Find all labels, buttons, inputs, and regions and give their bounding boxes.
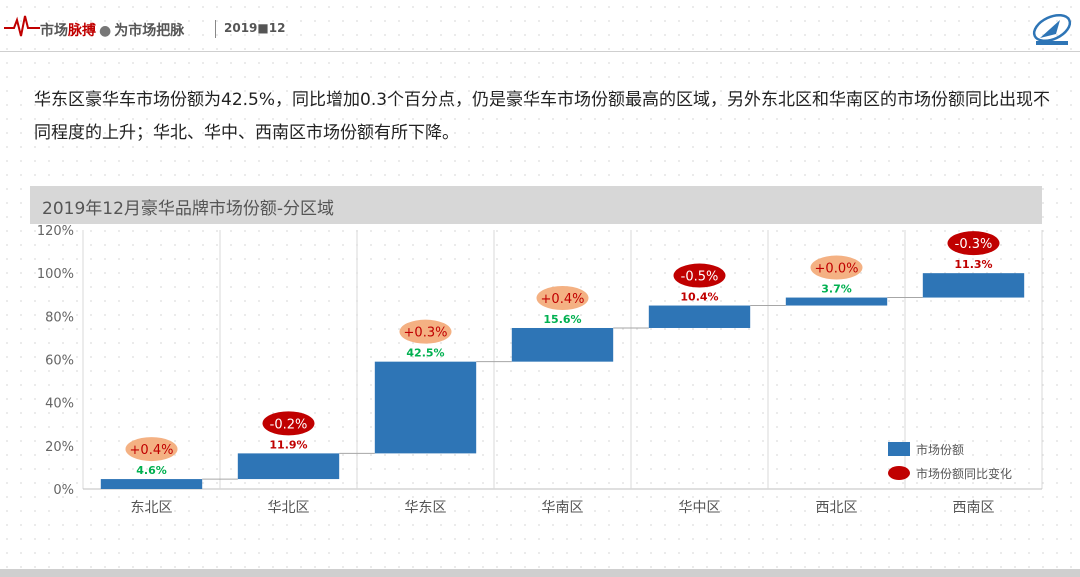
change-label: +0.0% [815, 262, 859, 277]
change-label: -0.2% [270, 417, 308, 432]
change-label: +0.4% [541, 292, 585, 307]
bar-5 [648, 305, 751, 328]
bar-3 [374, 361, 477, 454]
x-tick-label: 东北区 [131, 500, 173, 516]
change-label: +0.4% [130, 443, 174, 458]
change-label: -0.5% [681, 270, 719, 285]
value-label: 4.6% [136, 464, 167, 477]
legend-swatch-change [888, 466, 910, 480]
x-tick-label: 西北区 [816, 500, 858, 516]
pulse-icon [4, 15, 40, 37]
change-bubble [262, 411, 315, 436]
brand-right: 为市场把脉 [114, 23, 185, 39]
x-tick-label: 华北区 [268, 500, 310, 516]
y-tick-label: 60% [45, 354, 74, 369]
company-logo-icon [1032, 13, 1072, 45]
bar-1 [100, 479, 203, 489]
change-bubble [673, 263, 726, 288]
header-separator [215, 20, 216, 38]
bar-2 [237, 453, 340, 480]
chart-title-bar: 2019年12月豪华品牌市场份额-分区域 [30, 186, 1042, 224]
change-bubble [810, 255, 863, 280]
change-bubble [399, 319, 452, 344]
value-label: 11.3% [954, 258, 992, 271]
legend-label-change: 市场份额同比变化 [916, 466, 1012, 481]
change-bubble [125, 437, 178, 462]
value-label: 3.7% [821, 283, 852, 296]
change-bubble [947, 231, 1000, 256]
legend-label-share: 市场份额 [916, 442, 964, 457]
change-label: +0.3% [404, 326, 448, 341]
legend-swatch-share [888, 442, 910, 456]
page-header: 市场脉搏 ● 为市场把脉 2019■12 [0, 0, 1080, 52]
header-divider [0, 51, 1080, 52]
x-tick-label: 华东区 [405, 500, 447, 516]
x-tick-label: 华南区 [542, 500, 584, 516]
brand-red: 脉搏 [68, 23, 96, 39]
brand-left: 市场 [40, 23, 68, 39]
change-bubble [536, 285, 589, 310]
bar-6 [785, 297, 888, 306]
brand-dot: ● [99, 23, 112, 39]
value-label: 11.9% [269, 438, 307, 451]
y-tick-label: 20% [45, 440, 74, 455]
y-tick-label: 40% [45, 397, 74, 412]
bar-7 [922, 273, 1025, 298]
brand-title: 市场脉搏 ● 为市场把脉 [40, 20, 184, 40]
value-label: 15.6% [543, 313, 581, 326]
header-date: 2019■12 [224, 21, 286, 35]
y-tick-label: 120% [37, 224, 74, 239]
y-tick-label: 80% [45, 310, 74, 325]
intro-paragraph: 华东区豪华车市场份额为42.5%，同比增加0.3个百分点，仍是豪华车市场份额最高… [34, 90, 1051, 143]
change-label: -0.3% [955, 237, 993, 252]
bar-4 [511, 327, 614, 362]
value-label: 42.5% [406, 347, 444, 360]
x-tick-label: 华中区 [679, 500, 721, 516]
value-label: 10.4% [680, 291, 718, 304]
y-tick-label: 0% [53, 483, 74, 498]
chart-title: 2019年12月豪华品牌市场份额-分区域 [42, 199, 335, 219]
footer-bar [0, 569, 1080, 577]
y-tick-label: 100% [37, 267, 74, 282]
x-tick-label: 西南区 [953, 500, 995, 516]
